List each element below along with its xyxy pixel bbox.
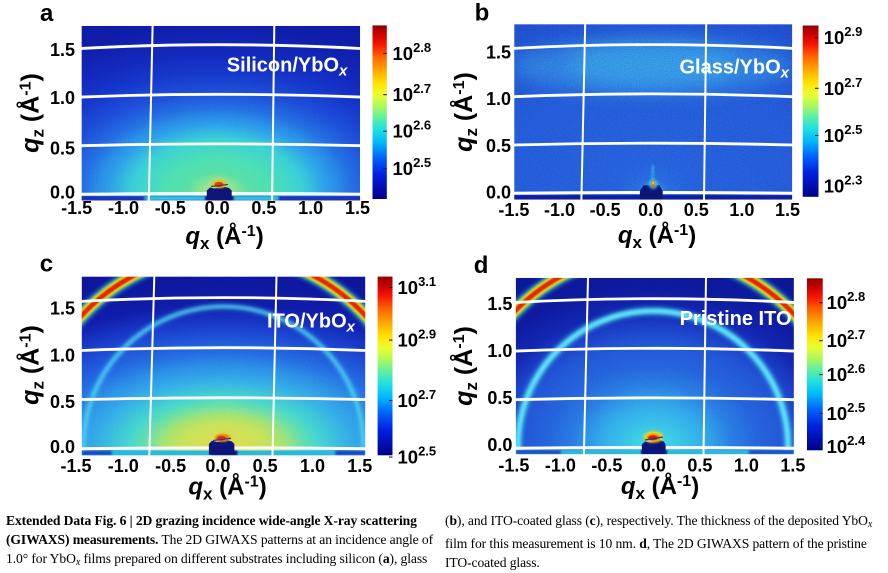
svg-text:0.0: 0.0 [205,198,230,218]
svg-text:d: d [474,252,489,279]
svg-text:Pristine ITO: Pristine ITO [680,308,792,330]
svg-text:qz (Å-1): qz (Å-1) [16,325,48,405]
svg-text:1.5: 1.5 [347,456,372,476]
svg-text:0.5: 0.5 [487,388,512,408]
svg-text:102.5: 102.5 [398,444,437,468]
svg-text:qx (Å-1): qx (Å-1) [618,221,696,252]
svg-text:-0.5: -0.5 [590,200,621,220]
svg-text:0.5: 0.5 [486,136,511,156]
svg-text:1.5: 1.5 [50,299,75,319]
svg-text:-0.5: -0.5 [591,456,622,476]
svg-text:102.9: 102.9 [398,327,437,351]
svg-text:1.0: 1.0 [734,456,759,476]
svg-text:-1.0: -1.0 [545,456,576,476]
svg-text:102.7: 102.7 [393,81,432,105]
svg-text:a: a [40,0,54,27]
svg-text:-1.5: -1.5 [60,456,91,476]
svg-text:-0.5: -0.5 [155,198,186,218]
svg-text:102.7: 102.7 [824,75,863,99]
svg-text:1.5: 1.5 [345,198,370,218]
svg-text:1.0: 1.0 [298,198,323,218]
svg-text:102.4: 102.4 [827,433,866,457]
svg-text:-1.0: -1.0 [108,198,139,218]
svg-text:qz (Å-1): qz (Å-1) [449,326,481,406]
svg-text:-1.5: -1.5 [498,200,529,220]
svg-text:0.0: 0.0 [50,437,75,457]
svg-text:-1.0: -1.0 [544,200,575,220]
svg-text:-1.0: -1.0 [108,456,139,476]
svg-text:qx (Å-1): qx (Å-1) [185,222,263,253]
svg-text:1.5: 1.5 [487,294,512,314]
svg-text:1.0: 1.0 [486,89,511,109]
svg-text:Silicon/YbOx: Silicon/YbOx [227,55,348,80]
svg-text:102.5: 102.5 [827,400,866,424]
svg-text:0.0: 0.0 [50,182,75,202]
svg-text:Glass/YbOx: Glass/YbOx [680,57,790,82]
svg-text:102.7: 102.7 [827,327,866,351]
svg-text:0.5: 0.5 [253,456,278,476]
svg-text:102.5: 102.5 [824,122,863,146]
svg-text:-0.5: -0.5 [155,456,186,476]
svg-text:102.9: 102.9 [824,24,863,48]
svg-text:0.0: 0.0 [638,200,663,220]
svg-text:1.5: 1.5 [775,200,800,220]
svg-text:c: c [40,251,53,278]
svg-text:qz (Å-1): qz (Å-1) [16,73,48,153]
svg-text:1.0: 1.0 [50,345,75,365]
svg-text:0.0: 0.0 [487,435,512,455]
svg-text:0.5: 0.5 [50,138,75,158]
svg-text:1.0: 1.0 [729,200,754,220]
svg-text:102.3: 102.3 [824,173,863,197]
svg-text:1.5: 1.5 [486,42,511,62]
svg-text:1.0: 1.0 [487,341,512,361]
svg-text:1.5: 1.5 [780,456,805,476]
svg-text:0.0: 0.0 [486,183,511,203]
svg-text:0.5: 0.5 [684,200,709,220]
svg-text:-1.5: -1.5 [498,456,529,476]
svg-text:b: b [475,0,490,27]
svg-text:-1.5: -1.5 [61,198,92,218]
svg-text:0.5: 0.5 [687,456,712,476]
svg-text:102.6: 102.6 [827,361,866,385]
svg-text:102.7: 102.7 [398,387,437,411]
svg-text:qx (Å-1): qx (Å-1) [188,473,266,504]
svg-text:102.8: 102.8 [827,289,866,313]
svg-text:102.5: 102.5 [393,155,432,179]
svg-text:ITO/YbOx: ITO/YbOx [267,311,356,336]
svg-text:102.6: 102.6 [393,118,432,142]
svg-text:1.0: 1.0 [50,88,75,108]
svg-text:qz (Å-1): qz (Å-1) [449,72,481,152]
svg-text:qx (Å-1): qx (Å-1) [621,472,699,503]
svg-text:0.5: 0.5 [50,392,75,412]
svg-text:1.5: 1.5 [50,40,75,60]
svg-text:1.0: 1.0 [300,456,325,476]
svg-text:0.5: 0.5 [251,198,276,218]
svg-text:103.1: 103.1 [398,274,437,298]
svg-text:0.0: 0.0 [205,456,230,476]
svg-text:0.0: 0.0 [641,456,666,476]
svg-text:102.8: 102.8 [393,40,432,64]
